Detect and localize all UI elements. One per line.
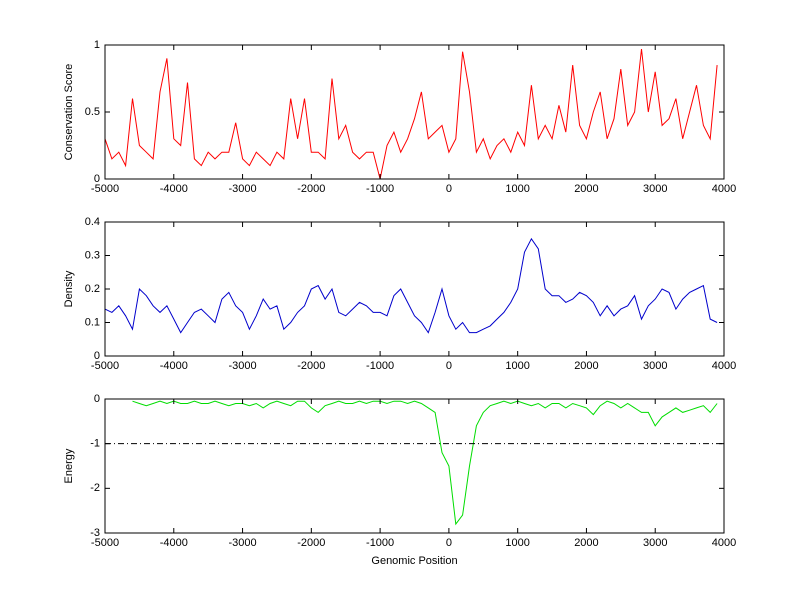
x-tick-label: 0: [446, 183, 452, 195]
y-tick-label: 0.4: [85, 216, 100, 228]
y-tick-label: 0.5: [85, 106, 100, 118]
x-tick-label: 1000: [505, 360, 529, 372]
x-tick-label: -4000: [160, 537, 188, 549]
x-tick-label: -1000: [366, 537, 394, 549]
x-tick-label: -3000: [228, 537, 256, 549]
y-tick-label: 1: [94, 39, 100, 51]
y-tick-label: -3: [90, 527, 100, 539]
x-axis-label: Genomic Position: [371, 555, 457, 567]
data-line: [104, 48, 718, 180]
x-tick-label: -4000: [160, 360, 188, 372]
x-tick-label: -3000: [228, 360, 256, 372]
x-tick-label: 4000: [712, 183, 736, 195]
x-tick-label: 3000: [643, 183, 667, 195]
x-tick-label: 0: [446, 360, 452, 372]
axes-box: [104, 398, 725, 534]
y-axis-label: Conservation Score: [63, 64, 75, 161]
x-tick-label: -5000: [91, 183, 119, 195]
x-tick-label: 3000: [643, 360, 667, 372]
axes: [105, 399, 724, 533]
data-line: [132, 400, 718, 526]
x-tick-label: -3000: [228, 183, 256, 195]
data-line: [104, 237, 718, 334]
y-tick-label: 0.2: [85, 283, 100, 295]
x-tick-label: 3000: [643, 537, 667, 549]
x-tick-label: 2000: [574, 537, 598, 549]
y-tick-label: 0.3: [85, 249, 100, 261]
x-tick-label: 2000: [574, 183, 598, 195]
axes: [105, 222, 724, 356]
x-tick-label: -4000: [160, 183, 188, 195]
x-tick-label: -5000: [91, 360, 119, 372]
x-tick-label: -2000: [297, 360, 325, 372]
y-axis-label: Density: [63, 270, 75, 307]
y-tick-label: 0.1: [85, 316, 100, 328]
axes: [105, 45, 724, 179]
x-tick-label: -1000: [366, 183, 394, 195]
y-tick-label: 0: [94, 393, 100, 405]
x-tick-label: 0: [446, 537, 452, 549]
y-tick-label: 0: [94, 350, 100, 362]
y-tick-label: -2: [90, 482, 100, 494]
y-tick-label: -1: [90, 438, 100, 450]
x-tick-label: -1000: [366, 360, 394, 372]
x-tick-label: 1000: [505, 183, 529, 195]
x-tick-label: 1000: [505, 537, 529, 549]
x-tick-label: 2000: [574, 360, 598, 372]
x-tick-label: -5000: [91, 537, 119, 549]
x-tick-label: 4000: [712, 360, 736, 372]
x-tick-label: -2000: [297, 537, 325, 549]
y-axis-label: Energy: [63, 448, 75, 483]
x-tick-label: -2000: [297, 183, 325, 195]
x-tick-label: 4000: [712, 537, 736, 549]
y-tick-label: 0: [94, 173, 100, 185]
